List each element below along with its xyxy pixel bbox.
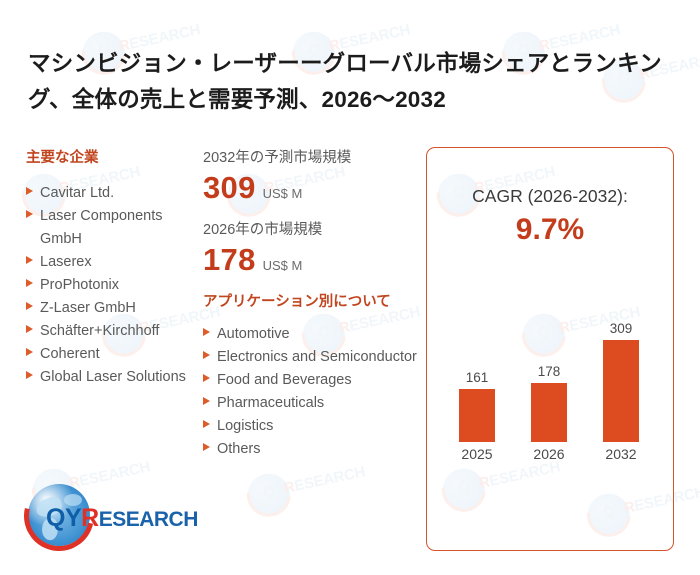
arrow-bullet-icon <box>203 443 210 451</box>
metrics-section: 2032年の予測市場規模 309 US$ M 2026年の市場規模 178 US… <box>203 148 418 461</box>
bar-category-label: 2026 <box>533 446 565 462</box>
arrow-bullet-icon <box>26 371 33 379</box>
bar-rect <box>603 340 639 442</box>
application-name: Automotive <box>217 326 290 342</box>
arrow-bullet-icon <box>26 210 33 218</box>
list-item: Automotive <box>203 323 418 346</box>
arrow-bullet-icon <box>26 256 33 264</box>
key-companies-list: Cavitar Ltd. Laser Components GmbH Laser… <box>26 182 206 389</box>
bar-category-label: 2025 <box>461 446 493 462</box>
application-name: Logistics <box>217 418 274 434</box>
list-item: Schäfter+Kirchhoff <box>26 320 206 343</box>
qyresearch-logo: QYRESEARCH <box>10 467 214 565</box>
metric-label: 2032年の予測市場規模 <box>203 150 352 166</box>
brand-qy: QY <box>46 504 82 532</box>
arrow-bullet-icon <box>203 374 210 382</box>
company-name: Coherent <box>40 346 100 362</box>
cagr-label: CAGR (2026-2032): <box>472 186 628 206</box>
company-name: Cavitar Ltd. <box>40 185 115 201</box>
list-item: Z-Laser GmbH <box>26 297 206 320</box>
company-name: Global Laser Solutions <box>40 369 186 385</box>
globe-icon <box>28 484 90 546</box>
applications-heading: アプリケーション別について <box>203 294 391 310</box>
key-companies-section: 主要な企業 Cavitar Ltd. Laser Components GmbH… <box>26 148 206 389</box>
bar-value-label: 178 <box>537 364 561 379</box>
application-name: Food and Beverages <box>217 372 352 388</box>
metric-forecast-2032: 2032年の予測市場規模 309 US$ M <box>203 148 418 206</box>
brand-r: R <box>81 504 99 532</box>
page-title: マシンビジョン・レーザーーグローバル市場シェアとランキング、全体の売上と需要予測… <box>28 51 662 112</box>
list-item: Pharmaceuticals <box>203 392 418 415</box>
company-name: Laser Components GmbH <box>40 208 163 247</box>
list-item: Cavitar Ltd. <box>26 182 206 205</box>
arrow-bullet-icon <box>26 279 33 287</box>
metric-market-2026: 2026年の市場規模 178 US$ M <box>203 220 418 278</box>
company-name: Schäfter+Kirchhoff <box>40 323 160 339</box>
arrow-bullet-icon <box>26 187 33 195</box>
brand-wordmark: QYRESEARCH <box>46 504 198 533</box>
arrow-bullet-icon <box>26 325 33 333</box>
arrow-bullet-icon <box>203 397 210 405</box>
arrow-bullet-icon <box>203 328 210 336</box>
metric-value-row: 178 US$ M <box>203 242 418 278</box>
list-item: Logistics <box>203 415 418 438</box>
bar-category-label: 2032 <box>605 446 637 462</box>
market-size-bar-chart: 161 2025 178 2026 309 2032 <box>441 314 661 464</box>
application-name: Pharmaceuticals <box>217 395 325 411</box>
company-name: Z-Laser GmbH <box>40 300 136 316</box>
key-companies-heading: 主要な企業 <box>26 150 99 166</box>
company-name: ProPhotonix <box>40 277 119 293</box>
list-item: Food and Beverages <box>203 369 418 392</box>
metric-number: 309 <box>203 170 256 205</box>
bar-rect <box>459 389 495 442</box>
application-name: Electronics and Semiconductor <box>217 349 417 365</box>
metric-value-row: 309 US$ M <box>203 170 418 206</box>
list-item: Electronics and Semiconductor <box>203 346 418 369</box>
list-item: Coherent <box>26 343 206 366</box>
bar-value-label: 309 <box>609 321 633 336</box>
metric-unit: US$ M <box>262 258 303 273</box>
cagr-chart-panel: CAGR (2026-2032): 9.7% 161 2025 178 2026… <box>426 147 674 551</box>
applications-list: Automotive Electronics and Semiconductor… <box>203 323 418 461</box>
bar-value-label: 161 <box>465 370 489 385</box>
brand-esearch: ESEARCH <box>98 508 199 531</box>
arrow-bullet-icon <box>203 420 210 428</box>
bar-column-2025: 161 2025 <box>449 314 505 464</box>
application-name: Others <box>217 441 261 457</box>
list-item: Global Laser Solutions <box>26 366 206 389</box>
metric-number: 178 <box>203 242 256 277</box>
metric-unit: US$ M <box>262 186 303 201</box>
list-item: Laserex <box>26 251 206 274</box>
bar-column-2032: 309 2032 <box>593 314 649 464</box>
cagr-value: 9.7% <box>515 213 585 246</box>
bar-rect <box>531 383 567 442</box>
arrow-bullet-icon <box>26 348 33 356</box>
list-item: Others <box>203 438 418 461</box>
bar-column-2026: 178 2026 <box>521 314 577 464</box>
list-item: ProPhotonix <box>26 274 206 297</box>
company-name: Laserex <box>40 254 92 270</box>
list-item: Laser Components GmbH <box>26 205 206 251</box>
metric-label: 2026年の市場規模 <box>203 222 323 238</box>
arrow-bullet-icon <box>203 351 210 359</box>
globe-landmass <box>64 494 82 506</box>
arrow-bullet-icon <box>26 302 33 310</box>
